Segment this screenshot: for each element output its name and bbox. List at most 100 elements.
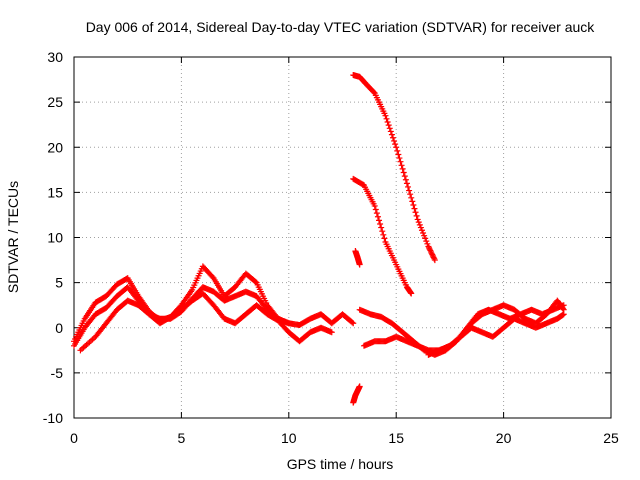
- y-tick-label: 5: [55, 275, 63, 291]
- data-point: [400, 169, 407, 176]
- data-point: [425, 243, 432, 250]
- data-point: [398, 162, 405, 169]
- data-point: [377, 220, 384, 227]
- data-point: [380, 231, 387, 238]
- y-tick-label: 25: [47, 94, 63, 110]
- data-point: [356, 261, 363, 268]
- data-point: [371, 202, 378, 209]
- series-sat-j: [425, 311, 567, 358]
- x-tick-label: 10: [281, 430, 297, 446]
- data-point: [391, 137, 398, 144]
- data-point: [397, 158, 404, 165]
- data-point: [385, 122, 392, 129]
- data-point: [384, 118, 391, 125]
- series-sat-e: [350, 175, 415, 297]
- data-point: [427, 247, 434, 254]
- series-sat-d: [350, 72, 438, 264]
- data-point: [427, 248, 434, 255]
- data-point: [429, 253, 436, 260]
- data-point: [328, 329, 335, 336]
- axis-ticks: 0 5 10 15 20 25 -10 -5 0 5 10 15 20 25 30: [43, 49, 619, 446]
- grid: [74, 57, 611, 418]
- y-tick-label: 20: [47, 139, 63, 155]
- data-point: [560, 305, 567, 312]
- y-tick-label: 30: [47, 49, 63, 65]
- data-point: [417, 224, 424, 231]
- data-point: [396, 155, 403, 162]
- data-point: [406, 187, 413, 194]
- data-point: [426, 244, 433, 251]
- data-point: [429, 251, 436, 258]
- data-point: [428, 250, 435, 257]
- data-point: [430, 254, 437, 261]
- data-point: [349, 319, 356, 326]
- data-point: [395, 151, 402, 158]
- y-axis-label: SDTVAR / TECUs: [5, 181, 21, 293]
- data-point: [389, 134, 396, 141]
- data-point: [410, 202, 417, 209]
- data-point: [392, 141, 399, 148]
- data-point: [407, 191, 414, 198]
- data-point: [399, 165, 406, 172]
- data-point: [370, 89, 377, 96]
- data-point: [372, 206, 379, 213]
- y-tick-label: -10: [43, 410, 63, 426]
- y-tick-label: 15: [47, 184, 63, 200]
- x-axis-label: GPS time / hours: [287, 456, 394, 472]
- data-point: [421, 232, 428, 239]
- data-point: [418, 227, 425, 234]
- data-point: [409, 198, 416, 205]
- data-point: [388, 131, 395, 138]
- series-sat-g: [350, 383, 363, 406]
- data-point: [402, 176, 409, 183]
- data-point: [386, 125, 393, 132]
- x-tick-label: 20: [496, 430, 512, 446]
- data-point: [408, 194, 415, 201]
- data-point: [423, 238, 430, 245]
- data-point: [378, 224, 385, 231]
- data-point: [376, 217, 383, 224]
- x-tick-label: 0: [70, 430, 78, 446]
- data-point: [393, 144, 400, 151]
- series-sat-f: [352, 248, 363, 268]
- data-point: [431, 257, 438, 264]
- y-tick-label: 10: [47, 230, 63, 246]
- x-tick-label: 25: [603, 430, 619, 446]
- data-point: [374, 213, 381, 220]
- data-point: [405, 183, 412, 190]
- data-point: [560, 311, 567, 318]
- series-sat-c: [77, 290, 335, 354]
- data-point: [387, 128, 394, 135]
- x-tick-label: 15: [388, 430, 404, 446]
- x-tick-label: 5: [178, 430, 186, 446]
- y-tick-label: -5: [51, 365, 64, 381]
- data-point: [379, 228, 386, 235]
- data-point: [416, 221, 423, 228]
- data-point: [401, 173, 408, 180]
- y-tick-label: 0: [55, 320, 63, 336]
- data-point: [252, 278, 259, 285]
- data-point: [394, 147, 401, 154]
- data-point: [403, 180, 410, 187]
- chart-title: Day 006 of 2014, Sidereal Day-to-day VTE…: [86, 19, 596, 35]
- data-point: [431, 255, 438, 262]
- data-point: [424, 240, 431, 247]
- data-point: [381, 235, 388, 242]
- data-point: [350, 320, 357, 327]
- data-point: [383, 115, 390, 122]
- data-point: [415, 219, 422, 226]
- data-point: [412, 209, 419, 216]
- data-point: [408, 290, 415, 297]
- data-point: [414, 216, 421, 223]
- data-point: [382, 112, 389, 119]
- data-marks: [71, 72, 567, 406]
- data-point: [411, 205, 418, 212]
- data-point: [426, 246, 433, 253]
- data-point: [420, 229, 427, 236]
- data-point: [356, 383, 363, 390]
- data-point: [422, 235, 429, 242]
- data-point: [373, 210, 380, 217]
- data-point: [413, 212, 420, 219]
- data-point: [285, 320, 292, 327]
